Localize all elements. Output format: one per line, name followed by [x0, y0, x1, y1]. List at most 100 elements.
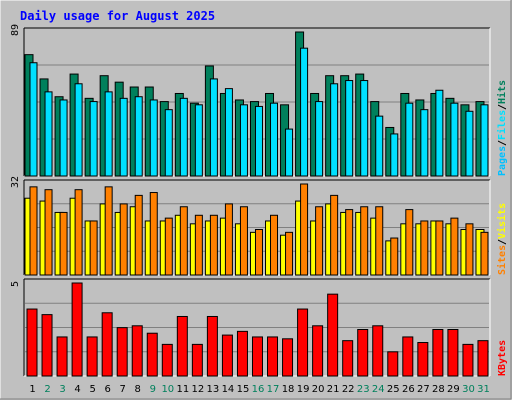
x-tick-label: 6: [104, 384, 110, 395]
x-tick-label: 7: [120, 384, 126, 395]
bar-kbytes-day-14: [221, 334, 233, 377]
bar-sites-day-27: [420, 220, 429, 276]
bar-files-day-11: [179, 97, 188, 177]
x-tick-label: 12: [192, 384, 205, 395]
legend-hits-files-pages: Pages/Files/Hits: [496, 80, 508, 176]
bar-files-day-12: [194, 104, 203, 177]
x-tick-label: 2: [44, 384, 50, 395]
x-tick-label: 4: [74, 384, 80, 395]
bar-sites-day-26: [405, 209, 414, 276]
x-tick-label: 23: [357, 384, 370, 395]
bar-sites-day-8: [134, 194, 143, 276]
bar-sites-day-9: [149, 192, 158, 276]
legend-entry-pages: Pages: [497, 146, 508, 176]
bar-files-day-26: [405, 102, 414, 177]
bar-kbytes-day-31: [477, 340, 489, 377]
bar-files-day-28: [435, 89, 444, 177]
x-tick-label: 9: [150, 384, 156, 395]
bar-kbytes-day-12: [191, 343, 203, 377]
bar-sites-day-6: [104, 186, 113, 276]
bar-sites-day-5: [89, 220, 98, 276]
bar-files-day-10: [164, 109, 173, 177]
bar-files-day-17: [270, 102, 279, 177]
bar-kbytes-day-15: [236, 330, 248, 377]
bar-files-day-16: [254, 105, 263, 177]
bar-kbytes-day-20: [312, 325, 324, 377]
legend-entry-files: Files: [496, 110, 508, 140]
bar-sites-day-7: [119, 203, 128, 276]
bar-kbytes-day-16: [251, 336, 263, 377]
bar-files-day-8: [134, 96, 143, 177]
bar-files-day-15: [239, 104, 248, 177]
bar-sites-day-22: [345, 209, 354, 276]
bar-sites-day-16: [254, 229, 263, 276]
bar-files-day-7: [119, 97, 128, 177]
x-tick-label: 10: [161, 384, 174, 395]
bar-files-day-2: [44, 91, 53, 177]
legend-separator: /: [497, 239, 508, 245]
x-axis-labels: 1 2 3 4 5 6 7 8 9 10 11 12 13 14 15 16 17 18 19 20 21 22 23 24 2…: [29, 384, 490, 395]
bar-sites-day-28: [435, 220, 444, 276]
bar-files-day-5: [89, 101, 98, 177]
bar-files-day-23: [360, 80, 369, 177]
bar-files-day-21: [330, 83, 339, 177]
x-tick-label: 21: [327, 384, 340, 395]
bar-sites-day-14: [224, 203, 233, 276]
bar-kbytes-day-18: [282, 338, 294, 377]
bar-kbytes-day-21: [327, 293, 339, 377]
bar-kbytes-day-24: [372, 325, 384, 377]
bar-sites-day-17: [270, 214, 279, 276]
bar-files-day-14: [224, 88, 233, 177]
legend-entry-hits: Hits: [496, 80, 508, 104]
x-tick-label: 18: [282, 384, 295, 395]
x-tick-label: 30: [462, 384, 475, 395]
x-tick-label: 1: [29, 384, 35, 395]
bar-kbytes-day-30: [462, 343, 474, 377]
x-tick-label: 28: [432, 384, 445, 395]
bar-sites-day-3: [59, 211, 68, 276]
bar-sites-day-12: [194, 214, 203, 276]
bar-files-day-20: [315, 101, 324, 177]
chart-title: Daily usage for August 2025: [20, 9, 215, 23]
x-tick-label: 3: [59, 384, 65, 395]
bar-kbytes-day-22: [342, 340, 354, 377]
bar-kbytes-day-7: [116, 327, 128, 377]
bar-files-day-29: [450, 102, 459, 177]
bar-kbytes-day-17: [267, 336, 279, 377]
legend-kbytes: KBytes: [497, 340, 508, 376]
bar-kbytes-day-23: [357, 329, 369, 377]
bar-kbytes-day-10: [161, 343, 173, 377]
legend-entry-sites: Sites: [496, 245, 508, 275]
x-tick-label: 15: [237, 384, 250, 395]
bar-sites-day-19: [300, 183, 309, 276]
bar-sites-day-20: [315, 206, 324, 276]
bar-sites-day-30: [465, 223, 474, 276]
y-axis-max-label: 5: [10, 281, 21, 287]
bar-sites-day-24: [375, 206, 384, 276]
x-tick-label: 24: [372, 384, 385, 395]
x-tick-label: 19: [297, 384, 310, 395]
legend-visits-sites: Sites/Visits: [496, 203, 508, 275]
bar-kbytes-day-8: [131, 325, 143, 377]
bar-files-day-9: [149, 99, 158, 177]
bar-kbytes-day-19: [297, 308, 309, 377]
bar-sites-day-29: [450, 217, 459, 276]
bar-files-day-30: [465, 110, 474, 177]
bar-sites-day-10: [164, 217, 173, 276]
x-tick-label: 31: [477, 384, 490, 395]
bar-sites-day-31: [480, 231, 489, 276]
y-axis-max-label: 32: [10, 176, 21, 188]
bar-sites-day-21: [330, 194, 339, 276]
legend-separator: /: [497, 104, 508, 110]
bar-sites-day-23: [360, 206, 369, 276]
x-tick-label: 25: [387, 384, 400, 395]
bar-files-day-6: [104, 91, 113, 177]
bar-kbytes-day-9: [146, 332, 158, 377]
bar-sites-day-25: [390, 237, 399, 276]
bar-files-day-25: [390, 133, 399, 177]
x-tick-label: 8: [135, 384, 141, 395]
bar-sites-day-18: [285, 231, 294, 276]
x-tick-label: 14: [222, 384, 235, 395]
